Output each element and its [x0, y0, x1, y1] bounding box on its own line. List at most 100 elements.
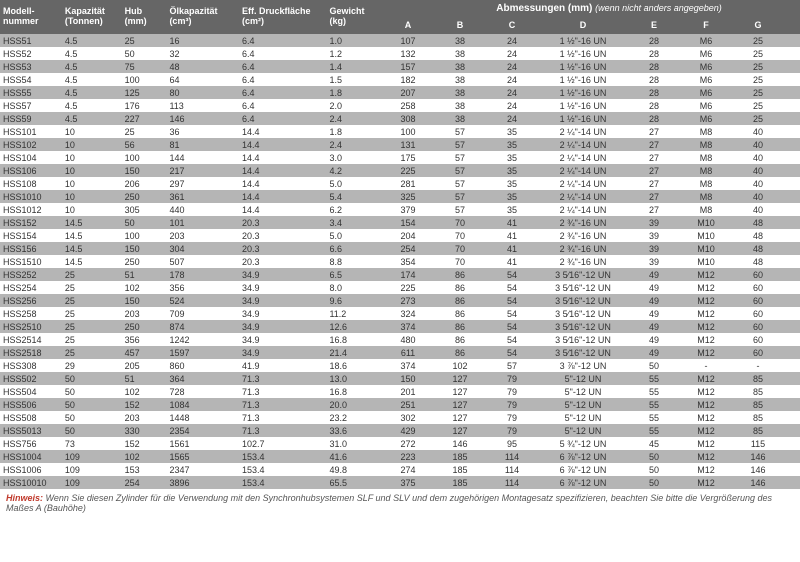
cell: 49 — [628, 268, 680, 281]
cell: 50 — [784, 359, 800, 372]
cell: 16.8 — [326, 385, 382, 398]
cell: 4.5 — [62, 34, 122, 47]
cell: 1597 — [166, 346, 239, 359]
cell: 203 — [166, 229, 239, 242]
cell: 150 — [122, 294, 167, 307]
cell: 225 — [382, 281, 434, 294]
cell: 127 — [434, 424, 486, 437]
cell: 4.5 — [62, 60, 122, 73]
table-row: HSS524.550326.41.2 — [0, 47, 382, 60]
cell: 25 — [732, 73, 784, 86]
cell: HSS53 — [0, 60, 62, 73]
cell: 2.0 — [326, 99, 382, 112]
cell: 146 — [732, 450, 784, 463]
cell: 35 — [486, 203, 538, 216]
table-row: HSS2542510235634.98.0 — [0, 281, 382, 294]
cell: 5"-12 UN — [538, 411, 628, 424]
table-row: HSS151014.525050720.38.8 — [0, 255, 382, 268]
cell: M8 — [680, 190, 732, 203]
table-row: 2741851146 ⅞"-12 UN50M1214632 — [382, 463, 800, 476]
cell: 54 — [486, 268, 538, 281]
cell: 86 — [434, 346, 486, 359]
cell: 127 — [434, 398, 486, 411]
cell: HSS156 — [0, 242, 62, 255]
cell: 31.0 — [326, 437, 382, 450]
table-row: HSS50850203144871.323.2 — [0, 411, 382, 424]
cell: 48 — [732, 216, 784, 229]
cell: HSS104 — [0, 151, 62, 164]
left-col-header: Ölkapazität(cm³) — [166, 0, 239, 34]
cell: 2 ¼"-14 UN — [538, 164, 628, 177]
cell: 206 — [122, 177, 167, 190]
cell: HSS2518 — [0, 346, 62, 359]
cell: M12 — [680, 385, 732, 398]
table-row: HSS252255117834.96.5 — [0, 268, 382, 281]
cell: 5"-12 UN — [538, 398, 628, 411]
table-row: 17486543 5⁄16"-12 UN49M126025 — [382, 268, 800, 281]
cell: 115 — [732, 437, 784, 450]
cell: 86 — [434, 320, 486, 333]
table-row: HSS10101025036114.45.4 — [0, 190, 382, 203]
cell: 258 — [382, 99, 434, 112]
cell: 32 — [784, 476, 800, 489]
cell: 57 — [434, 164, 486, 177]
cell: M10 — [680, 216, 732, 229]
cell: 57 — [434, 190, 486, 203]
cell: 60 — [732, 320, 784, 333]
cell: 203 — [122, 307, 167, 320]
cell: 6.4 — [239, 73, 326, 86]
cell: 6.5 — [326, 268, 382, 281]
cell: 25 — [732, 34, 784, 47]
cell: 20 — [784, 424, 800, 437]
cell: M8 — [680, 151, 732, 164]
cell: HSS502 — [0, 372, 62, 385]
table-row: 25838241 ½"-16 UN28M62519 — [382, 99, 800, 112]
cell: 41.9 — [239, 359, 326, 372]
cell: 86 — [434, 307, 486, 320]
cell: 114 — [486, 450, 538, 463]
cell: 25 — [784, 268, 800, 281]
cell: HSS154 — [0, 229, 62, 242]
cell: HSS252 — [0, 268, 62, 281]
cell: HSS52 — [0, 47, 62, 60]
cell: 524 — [166, 294, 239, 307]
table-row: 10057352 ¼"-14 UN27M84019 — [382, 125, 800, 138]
cell: HSS254 — [0, 281, 62, 294]
cell: 79 — [486, 372, 538, 385]
left-col-header: Kapazität(Tonnen) — [62, 0, 122, 34]
cell: 204 — [382, 229, 434, 242]
cell: 19 — [784, 216, 800, 229]
cell: 201 — [382, 385, 434, 398]
cell: M6 — [680, 86, 732, 99]
cell: 5"-12 UN — [538, 372, 628, 385]
cell: 50 — [62, 385, 122, 398]
cell: 125 — [122, 86, 167, 99]
cell: 28 — [628, 86, 680, 99]
cell: 60 — [732, 307, 784, 320]
cell: 40 — [732, 164, 784, 177]
cell: 27 — [628, 151, 680, 164]
cell: 41 — [486, 242, 538, 255]
cell: 45 — [628, 437, 680, 450]
table-row: 429127795"-12 UN55M128520 — [382, 424, 800, 437]
cell: 25 — [732, 47, 784, 60]
cell: 374 — [382, 320, 434, 333]
cell: M12 — [680, 424, 732, 437]
cell: M10 — [680, 255, 732, 268]
cell: 27 — [628, 164, 680, 177]
cell: 10 — [62, 125, 122, 138]
cell: 356 — [122, 333, 167, 346]
cell: 9.6 — [326, 294, 382, 307]
cell: M12 — [680, 307, 732, 320]
cell: 49 — [628, 307, 680, 320]
cell: 1561 — [166, 437, 239, 450]
cell: 2 ¾"-16 UN — [538, 216, 628, 229]
cell: 6.4 — [239, 34, 326, 47]
cell: 19 — [784, 138, 800, 151]
right-col-header: B — [434, 17, 486, 34]
cell: 273 — [382, 294, 434, 307]
cell: 24 — [486, 112, 538, 125]
table-wrapper: Modell-nummerKapazität(Tonnen)Hub(mm)Ölk… — [0, 0, 800, 489]
cell: 38 — [434, 73, 486, 86]
cell: 146 — [732, 476, 784, 489]
